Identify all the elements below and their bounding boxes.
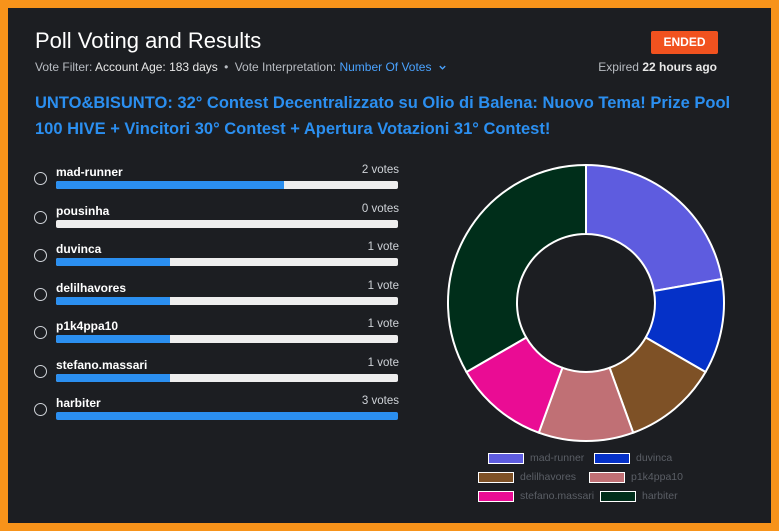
option-votes: 2 votes <box>361 164 399 176</box>
poll-option[interactable]: p1k4ppa10 1 vote <box>34 317 399 347</box>
vote-interpretation-value: Number Of Votes <box>339 60 432 74</box>
radio-button[interactable] <box>34 287 47 301</box>
vote-interpretation-label: Vote Interpretation: <box>234 60 337 74</box>
poll-question: UNTO&BISUNTO: 32° Contest Decentralizzat… <box>35 94 731 138</box>
option-label: p1k4ppa10 <box>56 319 119 333</box>
legend-item[interactable]: harbiter <box>600 490 678 502</box>
donut-slice-harbiter[interactable] <box>447 163 587 374</box>
vote-progress-bar <box>56 258 398 266</box>
legend-item[interactable]: duvinca <box>594 452 672 464</box>
radio-button[interactable] <box>34 210 47 224</box>
vote-progress-fill <box>56 412 398 420</box>
vote-progress-fill <box>56 258 170 266</box>
poll-option[interactable]: stefano.massari 1 vote <box>34 356 399 386</box>
option-label: delilhavores <box>56 280 127 295</box>
option-votes: 0 votes <box>361 202 399 215</box>
legend-swatch <box>600 490 636 502</box>
vote-progress-bar <box>56 412 398 420</box>
option-votes: 1 vote <box>367 241 399 253</box>
legend-swatch <box>488 452 524 464</box>
expiry-info: Expired 22 hours ago <box>598 60 717 74</box>
vote-progress-bar <box>56 335 398 343</box>
option-votes: 1 vote <box>367 356 399 369</box>
vote-progress-bar <box>56 373 398 382</box>
option-label: harbiter <box>56 396 101 410</box>
poll-meta: Vote Filter: Account Age: 183 days • Vot… <box>35 60 447 74</box>
legend-label: p1k4ppa10 <box>631 471 683 483</box>
radio-button[interactable] <box>34 364 47 378</box>
vote-filter-label: Vote Filter: <box>35 60 93 74</box>
vote-interpretation-dropdown[interactable]: Number Of Votes <box>339 60 446 74</box>
option-votes: 1 vote <box>367 279 399 292</box>
option-votes: 1 vote <box>367 318 399 330</box>
vote-progress-fill <box>56 181 285 189</box>
poll-option[interactable]: harbiter 3 votes <box>34 394 399 424</box>
vote-filter-value: Account Age: 183 days <box>95 60 218 74</box>
results-donut-chart <box>447 163 725 442</box>
vote-progress-fill <box>56 335 170 343</box>
legend-label: stefano.massari <box>520 490 595 502</box>
vote-progress-fill <box>56 296 170 305</box>
option-votes: 3 votes <box>361 395 399 407</box>
meta-separator: • <box>224 60 229 74</box>
donut-slice-mad-runner[interactable] <box>585 163 724 293</box>
option-label: mad-runner <box>56 165 123 179</box>
poll-panel: Poll Voting and Results ENDED Vote Filte… <box>8 8 771 523</box>
vote-progress-bar <box>56 219 398 228</box>
chevron-down-icon <box>439 66 446 71</box>
legend-label: harbiter <box>642 490 678 502</box>
poll-title: Poll Voting and Results <box>35 28 262 53</box>
legend-item[interactable]: delilhavores <box>478 471 576 483</box>
option-label: pousinha <box>56 203 110 218</box>
poll-option[interactable]: pousinha 0 votes <box>34 202 399 232</box>
vote-progress-bar <box>56 181 398 189</box>
radio-button[interactable] <box>34 403 47 416</box>
legend-swatch <box>478 471 514 483</box>
poll-option[interactable]: mad-runner 2 votes <box>34 163 399 193</box>
poll-option[interactable]: delilhavores 1 vote <box>34 279 399 309</box>
legend-label: duvinca <box>636 452 673 464</box>
legend-swatch <box>594 452 630 464</box>
radio-button[interactable] <box>34 172 47 185</box>
expired-prefix: Expired <box>598 60 639 74</box>
status-badge: ENDED <box>651 31 718 54</box>
vote-progress-fill <box>56 373 170 382</box>
vote-progress-bar <box>56 296 398 305</box>
radio-button[interactable] <box>34 249 47 262</box>
legend-swatch <box>589 471 625 483</box>
legend-swatch <box>478 490 514 502</box>
expired-value: 22 hours ago <box>642 60 717 74</box>
option-label: duvinca <box>56 242 102 256</box>
radio-button[interactable] <box>34 326 47 339</box>
legend-label: mad-runner <box>530 452 585 464</box>
legend-item[interactable]: stefano.massari <box>478 490 594 502</box>
poll-option[interactable]: duvinca 1 vote <box>34 240 399 270</box>
legend-label: delilhavores <box>520 471 577 483</box>
legend-item[interactable]: mad-runner <box>488 452 584 464</box>
option-label: stefano.massari <box>56 357 148 372</box>
legend-item[interactable]: p1k4ppa10 <box>589 471 683 483</box>
